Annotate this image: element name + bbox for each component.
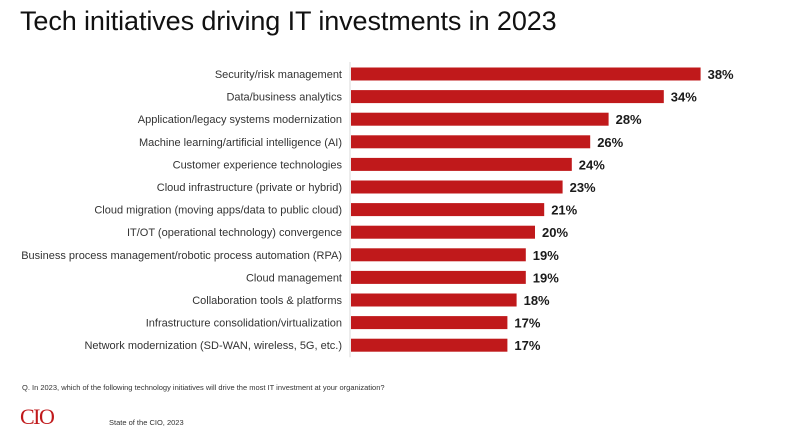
category-label: Data/business analytics	[226, 92, 342, 104]
category-label: Cloud management	[246, 272, 342, 284]
category-label: Customer experience technologies	[173, 159, 343, 171]
bar-4	[351, 157, 572, 171]
value-label: 38%	[708, 67, 734, 82]
bar-0	[351, 67, 701, 81]
survey-question: Q. In 2023, which of the following techn…	[22, 383, 385, 392]
value-label: 26%	[597, 135, 623, 150]
value-label: 23%	[570, 180, 596, 195]
value-label: 34%	[671, 90, 697, 105]
category-label: Network modernization (SD-WAN, wireless,…	[84, 340, 342, 352]
bar-1	[351, 90, 664, 104]
value-label: 21%	[551, 203, 577, 218]
category-label: Cloud migration (moving apps/data to pub…	[94, 205, 342, 217]
value-label: 19%	[533, 270, 559, 285]
category-label: Security/risk management	[215, 69, 342, 81]
bar-2	[351, 112, 609, 126]
bar-9	[351, 270, 526, 284]
value-label: 20%	[542, 225, 568, 240]
cio-logo: CIO	[20, 404, 55, 429]
value-label: 18%	[524, 293, 550, 308]
bar-11	[351, 316, 508, 330]
value-label: 28%	[616, 112, 642, 127]
category-label: IT/OT (operational technology) convergen…	[127, 227, 342, 239]
bar-5	[351, 180, 563, 194]
bar-chart: Security/risk management Data/business an…	[21, 62, 734, 358]
value-label: 17%	[514, 338, 540, 353]
bar-8	[351, 248, 526, 262]
category-labels-group: Security/risk management Data/business an…	[21, 69, 342, 352]
source-note: State of the CIO, 2023	[109, 418, 184, 427]
bar-12	[351, 338, 508, 352]
chart-title: Tech initiatives driving IT investments …	[20, 6, 557, 36]
category-label: Application/legacy systems modernization	[138, 114, 342, 126]
value-labels-group: 38% 34% 28% 26% 24% 23% 21% 20% 19% 19% 18% 17% 17%	[514, 67, 734, 353]
category-label: Collaboration tools & platforms	[192, 295, 342, 307]
bars-group	[351, 67, 701, 352]
category-label: Cloud infrastructure (private or hybrid)	[157, 182, 342, 194]
bar-3	[351, 135, 591, 149]
bar-7	[351, 225, 535, 239]
category-label: Machine learning/artificial intelligence…	[139, 137, 342, 149]
bar-6	[351, 203, 545, 217]
category-label: Infrastructure consolidation/virtualizat…	[146, 318, 342, 330]
bar-10	[351, 293, 517, 307]
value-label: 24%	[579, 157, 605, 172]
value-label: 19%	[533, 248, 559, 263]
category-label: Business process management/robotic proc…	[21, 250, 342, 262]
value-label: 17%	[514, 316, 540, 331]
